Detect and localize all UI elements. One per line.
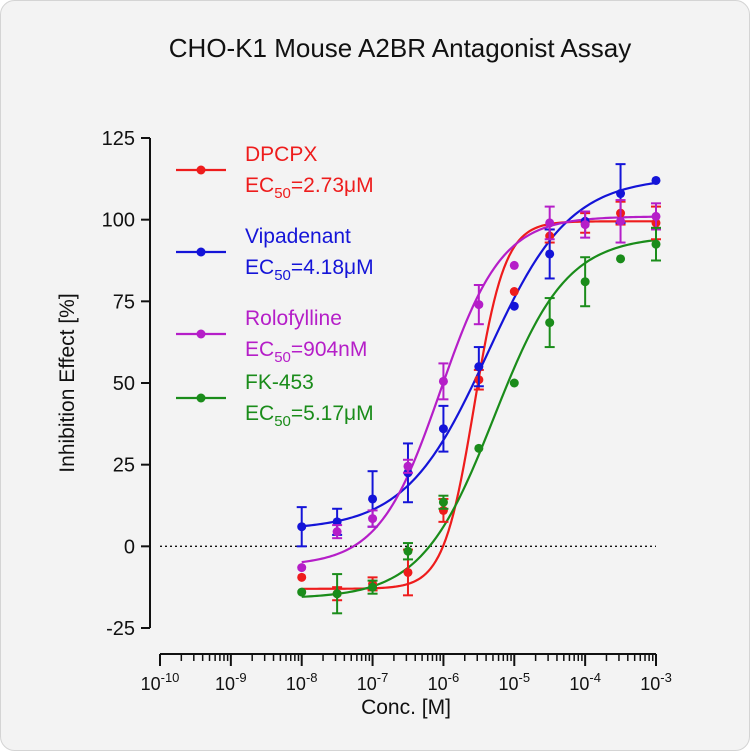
data-point	[474, 443, 484, 453]
y-tick-label: 125	[102, 128, 135, 150]
data-point	[509, 378, 519, 388]
data-point	[332, 517, 342, 527]
x-tick-label: 10-5	[498, 670, 530, 694]
legend-marker	[196, 247, 206, 257]
y-tick-label: 75	[113, 291, 135, 313]
data-point	[616, 189, 626, 199]
legend-series-name: DPCPX	[245, 143, 317, 166]
data-point	[616, 254, 626, 264]
legend-marker	[196, 393, 206, 403]
data-point	[474, 362, 484, 372]
data-points	[296, 163, 661, 615]
legend-ec50-label: EC50=4.18μM	[245, 256, 374, 284]
x-tick-label: 10-6	[428, 670, 460, 694]
data-point	[545, 218, 555, 228]
x-tick-label: 10-9	[215, 670, 247, 694]
x-tick-label: 10-4	[569, 670, 601, 694]
chart-title: CHO-K1 Mouse A2BR Antagonist Assay	[169, 33, 631, 63]
legend-series-name: FK-453	[245, 371, 314, 394]
data-point	[438, 497, 448, 507]
data-point	[438, 424, 448, 434]
legend: DPCPX EC50=2.73μM Vipadenant EC50=4.18μM Rol…	[176, 143, 374, 430]
data-point	[297, 587, 307, 597]
legend-series-name: Vipadenant	[245, 225, 351, 248]
x-tick-label: 10-10	[141, 670, 180, 694]
x-tick-label: 10-8	[286, 670, 318, 694]
legend-marker	[196, 329, 206, 339]
data-point	[509, 260, 519, 270]
data-point	[403, 567, 413, 577]
data-point	[332, 527, 342, 537]
y-tick-label: -25	[106, 618, 135, 640]
data-point	[474, 300, 484, 310]
data-point	[580, 220, 590, 230]
legend-ec50-label: EC50=904nM	[245, 338, 367, 366]
y-tick-label: 50	[113, 373, 135, 395]
legend-ec50-label: EC50=2.73μM	[245, 174, 374, 202]
legend-ec50-label: EC50=5.17μM	[245, 402, 374, 430]
data-point	[297, 563, 307, 573]
data-point	[297, 522, 307, 532]
y-tick-label: 25	[113, 455, 135, 477]
data-point	[403, 461, 413, 471]
x-tick-label: 10-3	[640, 670, 672, 694]
data-point	[509, 301, 519, 311]
data-point	[616, 216, 626, 226]
data-point	[651, 239, 661, 249]
data-point	[545, 318, 555, 328]
y-tick-label: 100	[102, 210, 135, 232]
y-axis-label: Inhibition Effect [%]	[56, 293, 79, 472]
data-point	[368, 582, 378, 592]
x-axis-label: Conc. [M]	[361, 696, 451, 719]
fit-curve-3	[301, 238, 657, 598]
data-point	[545, 249, 555, 259]
data-point	[651, 211, 661, 221]
data-point	[403, 546, 413, 556]
legend-series-name: Rolofylline	[245, 307, 342, 330]
data-point	[651, 175, 661, 185]
x-tick-label: 10-7	[357, 670, 389, 694]
legend-marker	[196, 165, 206, 175]
y-tick-labels: 125 100 75 50 25 0 -25	[102, 128, 135, 640]
data-point	[580, 277, 590, 287]
axes	[141, 137, 657, 666]
data-point	[438, 376, 448, 386]
data-point	[509, 287, 519, 297]
x-tick-labels: 10-10 10-9 10-8 10-7 10-6 10-5 10-4 10-3	[141, 670, 672, 694]
data-point	[332, 589, 342, 599]
data-point	[297, 572, 307, 582]
data-point	[368, 514, 378, 524]
y-tick-label: 0	[124, 536, 135, 558]
data-point	[368, 494, 378, 504]
